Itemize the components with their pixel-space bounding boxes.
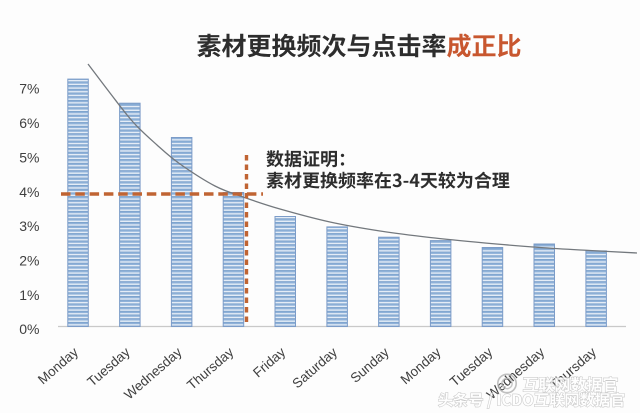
svg-text:4%: 4% [19, 184, 39, 200]
svg-text:0%: 0% [19, 321, 39, 337]
svg-text:5%: 5% [19, 149, 39, 165]
svg-text:3%: 3% [19, 218, 39, 234]
svg-text:6%: 6% [19, 115, 39, 131]
svg-text:1%: 1% [19, 287, 39, 303]
svg-text:7%: 7% [19, 81, 39, 97]
svg-text:2%: 2% [19, 253, 39, 269]
